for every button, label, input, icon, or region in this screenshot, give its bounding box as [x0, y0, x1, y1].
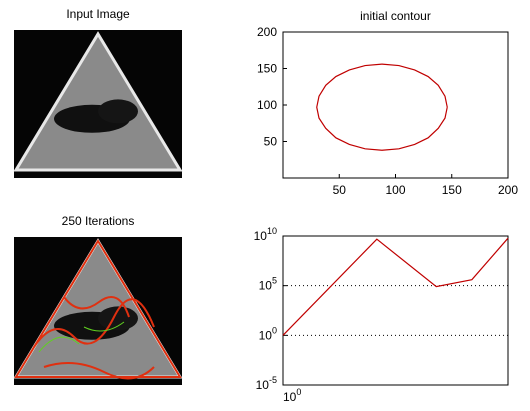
- y-tick-label: 200: [257, 25, 277, 39]
- y-tick-label: 1010: [254, 226, 277, 243]
- x-tick-label: 50: [333, 183, 347, 197]
- y-tick-label: 50: [264, 135, 278, 149]
- cavity: [98, 99, 138, 123]
- figure: Input Image initial contour 50 100 150 200 50 1…: [0, 0, 530, 406]
- image: [14, 30, 182, 178]
- y-tick-label: 100: [257, 98, 277, 112]
- image: [14, 237, 182, 385]
- y-tick-label: 100: [259, 325, 277, 342]
- panel-title: initial contour: [360, 9, 431, 23]
- x-tick-label: 200: [498, 183, 518, 197]
- y-tick-label: 10-5: [256, 375, 277, 392]
- y-tick-label: 150: [257, 62, 277, 76]
- y-tick-label: 105: [259, 276, 277, 293]
- axes-box: [283, 236, 508, 385]
- x-tick-label: 100: [385, 183, 405, 197]
- panel-title: Input Image: [66, 7, 130, 21]
- x-tick-label: 150: [442, 183, 462, 197]
- x-tick-label: 100: [283, 387, 301, 404]
- panel-title: 250 Iterations: [62, 214, 135, 228]
